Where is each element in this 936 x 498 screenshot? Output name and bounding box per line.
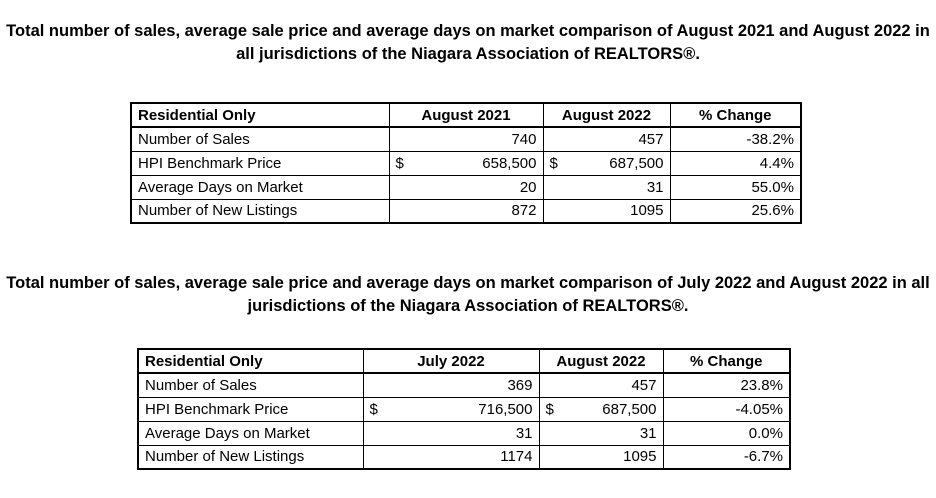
- comparison-table-jul2022-aug2022: Residential Only July 2022 August 2022 %…: [137, 348, 791, 470]
- currency-symbol: $: [395, 154, 404, 172]
- row-label: Average Days on Market: [137, 420, 364, 446]
- price-amount: 716,500: [478, 400, 533, 418]
- period-a-value: 740: [388, 126, 544, 152]
- price-amount: 687,500: [602, 400, 657, 418]
- price-amount: 687,500: [609, 154, 664, 172]
- period-b-value: 31: [542, 174, 671, 200]
- price-amount: 658,500: [482, 154, 537, 172]
- period-b-value: $687,500: [538, 396, 664, 422]
- column-header-category: Residential Only: [130, 102, 390, 128]
- period-a-value: $716,500: [362, 396, 540, 422]
- column-header-period-a: August 2021: [388, 102, 544, 128]
- change-value: 0.0%: [662, 420, 791, 446]
- period-a-value: 872: [388, 198, 544, 224]
- period-a-value: 31: [362, 420, 540, 446]
- period-b-value: 1095: [538, 444, 664, 470]
- column-header-period-b: August 2022: [542, 102, 671, 128]
- period-b-value: 31: [538, 420, 664, 446]
- currency-symbol: $: [545, 400, 554, 418]
- column-header-change: % Change: [662, 348, 791, 374]
- column-header-category: Residential Only: [137, 348, 364, 374]
- row-label: Number of Sales: [130, 126, 390, 152]
- row-label: Number of Sales: [137, 372, 364, 398]
- section-2-title: Total number of sales, average sale pric…: [6, 274, 930, 315]
- row-label: Average Days on Market: [130, 174, 390, 200]
- table-row: Number of New Listings 1174 1095 -6.7%: [137, 444, 791, 470]
- section-1-title: Total number of sales, average sale pric…: [6, 22, 930, 63]
- table-row: Number of New Listings 872 1095 25.6%: [130, 198, 802, 224]
- row-label: Number of New Listings: [137, 444, 364, 470]
- change-value: 4.4%: [669, 150, 802, 176]
- table-row: HPI Benchmark Price $716,500 $687,500 -4…: [137, 396, 791, 422]
- row-label: HPI Benchmark Price: [137, 396, 364, 422]
- column-header-period-a: July 2022: [362, 348, 540, 374]
- period-a-value: $658,500: [388, 150, 544, 176]
- change-value: 25.6%: [669, 198, 802, 224]
- table-row: HPI Benchmark Price $658,500 $687,500 4.…: [130, 150, 802, 176]
- change-value: -4.05%: [662, 396, 791, 422]
- column-header-period-b: August 2022: [538, 348, 664, 374]
- currency-symbol: $: [369, 400, 378, 418]
- row-label: Number of New Listings: [130, 198, 390, 224]
- table-row: Number of Sales 740 457 -38.2%: [130, 126, 802, 152]
- period-a-value: 1174: [362, 444, 540, 470]
- period-a-value: 20: [388, 174, 544, 200]
- currency-symbol: $: [549, 154, 558, 172]
- change-value: 55.0%: [669, 174, 802, 200]
- table-row: Number of Sales 369 457 23.8%: [137, 372, 791, 398]
- row-label: HPI Benchmark Price: [130, 150, 390, 176]
- column-header-change: % Change: [669, 102, 802, 128]
- period-b-value: 457: [542, 126, 671, 152]
- period-b-value: $687,500: [542, 150, 671, 176]
- table-header-row: Residential Only August 2021 August 2022…: [130, 102, 802, 128]
- change-value: -6.7%: [662, 444, 791, 470]
- table-row: Average Days on Market 20 31 55.0%: [130, 174, 802, 200]
- table-header-row: Residential Only July 2022 August 2022 %…: [137, 348, 791, 374]
- change-value: 23.8%: [662, 372, 791, 398]
- period-b-value: 1095: [542, 198, 671, 224]
- period-b-value: 457: [538, 372, 664, 398]
- period-a-value: 369: [362, 372, 540, 398]
- table-row: Average Days on Market 31 31 0.0%: [137, 420, 791, 446]
- change-value: -38.2%: [669, 126, 802, 152]
- comparison-table-aug2021-aug2022: Residential Only August 2021 August 2022…: [130, 102, 802, 224]
